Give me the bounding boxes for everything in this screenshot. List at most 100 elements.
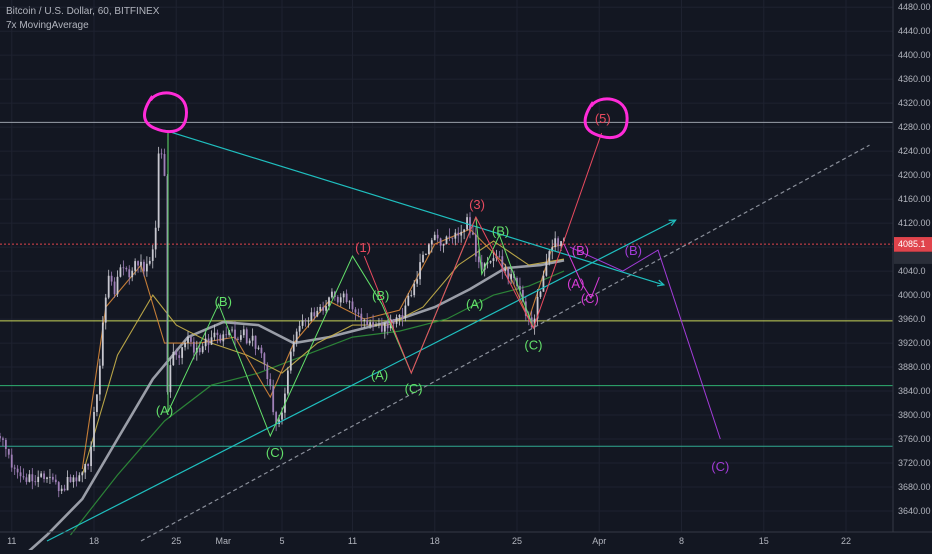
candle-body xyxy=(60,488,63,492)
candle-body xyxy=(460,231,463,236)
candle-body xyxy=(292,341,295,352)
wave-line-purple xyxy=(569,246,721,440)
wave-label-purple: (B) xyxy=(625,243,642,258)
wave-label-pink: (A) xyxy=(567,276,584,291)
candle-body xyxy=(78,475,81,482)
candle-body xyxy=(486,262,489,264)
candle-body xyxy=(63,488,66,491)
candle-body xyxy=(551,247,554,252)
candle-body xyxy=(360,313,363,322)
candle-body xyxy=(501,256,504,271)
moving-average-ma_green xyxy=(70,270,565,536)
wave-line-pink xyxy=(563,243,600,300)
price-axis-tick-label: 3840.00 xyxy=(898,386,931,396)
candle-body xyxy=(430,240,433,245)
candle-body xyxy=(222,334,225,342)
time-axis-tick-label: 25 xyxy=(171,536,181,546)
moving-average-ma_yellow xyxy=(81,240,565,476)
price-axis-tick-label: 3720.00 xyxy=(898,458,931,468)
candle-body xyxy=(348,301,351,303)
time-axis-tick-label: 25 xyxy=(512,536,522,546)
candle-body xyxy=(457,232,460,236)
candle-body xyxy=(448,236,451,238)
candle-body xyxy=(325,306,327,311)
candle-body xyxy=(181,347,184,358)
candle-body xyxy=(480,262,483,270)
candle-body xyxy=(228,330,231,335)
candle-body xyxy=(46,477,48,479)
price-axis-tick-label: 4320.00 xyxy=(898,98,931,108)
candle-body xyxy=(163,154,166,176)
candle-body xyxy=(16,468,19,473)
candle-body xyxy=(507,268,510,280)
candle-body xyxy=(66,476,69,491)
wave-label-green: (C) xyxy=(405,381,423,396)
candle-body xyxy=(504,268,507,271)
secondary-price-tag xyxy=(894,251,932,264)
price-axis-tick-label: 4240.00 xyxy=(898,146,931,156)
candle-body xyxy=(242,329,245,336)
price-axis-tick-label: 3680.00 xyxy=(898,482,931,492)
candle-body xyxy=(4,439,7,449)
candle-body xyxy=(169,365,172,393)
candle-body xyxy=(184,342,186,348)
highlight-target-circle xyxy=(583,97,629,140)
candle-body xyxy=(401,315,404,319)
candle-body xyxy=(425,253,427,255)
time-axis-tick-label: 11 xyxy=(348,536,357,546)
candle-body xyxy=(410,295,413,296)
candle-body xyxy=(316,310,319,317)
candle-body xyxy=(128,269,131,278)
candle-body xyxy=(104,297,107,323)
wave-line-green xyxy=(167,130,534,438)
candle-body xyxy=(157,153,160,228)
candle-body xyxy=(151,249,154,261)
price-axis-tick-label: 4360.00 xyxy=(898,74,931,84)
candle-body xyxy=(110,275,113,282)
price-axis-tick-label: 4160.00 xyxy=(898,194,931,204)
candle-body xyxy=(336,296,339,303)
candle-body xyxy=(419,262,421,280)
time-axis-tick-label: 18 xyxy=(430,536,440,546)
indicator-label[interactable]: 7x MovingAverage xyxy=(6,20,89,31)
candle-body xyxy=(84,463,87,473)
candle-body xyxy=(295,331,298,342)
price-axis-tick-label: 4120.00 xyxy=(898,218,931,228)
price-axis-tick-label: 4400.00 xyxy=(898,50,931,60)
candle-body xyxy=(498,255,501,257)
candle-body xyxy=(207,338,210,345)
candle-body xyxy=(269,379,272,387)
candle-body xyxy=(307,320,310,322)
candle-body xyxy=(13,467,16,469)
candle-body xyxy=(416,279,419,284)
candle-body xyxy=(145,263,148,272)
candle-body xyxy=(372,322,374,327)
candle-body xyxy=(510,274,513,280)
candle-body xyxy=(0,436,1,439)
price-axis-tick-label: 4440.00 xyxy=(898,26,931,36)
candle-body xyxy=(134,261,137,271)
time-axis-tick-label: Mar xyxy=(216,536,232,546)
price-axis-tick-label: 3920.00 xyxy=(898,338,931,348)
wave-label-pink: (C) xyxy=(581,291,599,306)
candle-body xyxy=(463,229,466,232)
candle-body xyxy=(93,411,95,447)
candle-body xyxy=(289,351,292,371)
candle-body xyxy=(54,479,57,483)
candle-body xyxy=(383,322,386,332)
candle-body xyxy=(304,320,307,322)
candle-body xyxy=(81,472,84,476)
current-price-value: 4085.1 xyxy=(898,239,926,249)
trendline-arrowhead xyxy=(668,219,677,227)
candle-body xyxy=(548,251,551,262)
wave-label-red: (1) xyxy=(355,240,371,255)
candle-body xyxy=(539,291,542,297)
candle-body xyxy=(160,153,163,155)
wave-line-red xyxy=(363,132,603,375)
price-axis-tick-label: 3800.00 xyxy=(898,410,931,420)
candle-body xyxy=(266,364,269,380)
candle-body xyxy=(278,419,280,425)
current-price-tag xyxy=(894,237,932,252)
